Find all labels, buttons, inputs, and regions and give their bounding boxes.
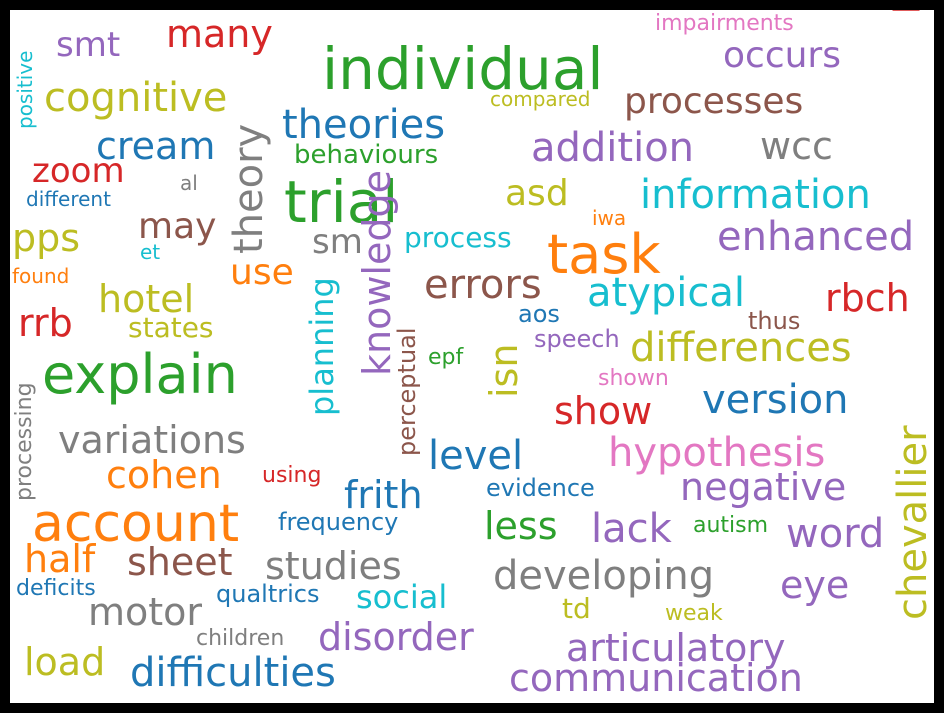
- word-process: process: [404, 221, 512, 254]
- word-individual: individual: [322, 35, 604, 103]
- word-rbch: rbch: [825, 276, 910, 320]
- word-sheet: sheet: [127, 540, 233, 584]
- word-smt: smt: [56, 25, 121, 65]
- word-frith: frith: [344, 473, 423, 517]
- word-chevallier: chevallier: [890, 425, 934, 620]
- word-variations: variations: [58, 418, 246, 462]
- word-autism: autism: [693, 513, 769, 538]
- word-frequency: frequency: [278, 508, 399, 536]
- word-disorder: disorder: [318, 615, 474, 659]
- word-cream: cream: [96, 124, 216, 168]
- word-qualtrics: qualtrics: [216, 580, 320, 608]
- word-half: half: [24, 537, 96, 581]
- word-many: many: [166, 12, 273, 56]
- word-evidence: evidence: [486, 474, 595, 502]
- word-atypical: atypical: [587, 270, 745, 316]
- word-compared: compared: [490, 87, 591, 111]
- word-states: states: [128, 311, 214, 344]
- word-shown: shown: [598, 366, 669, 391]
- word-cognitive: cognitive: [44, 75, 228, 121]
- word-lack: lack: [591, 506, 672, 552]
- word-trial: trial: [284, 168, 399, 236]
- word-motor: motor: [88, 590, 203, 634]
- word-information: information: [640, 172, 871, 218]
- word-rrb: rrb: [18, 301, 73, 345]
- word-social: social: [356, 578, 448, 616]
- word-occurs: occurs: [723, 35, 841, 76]
- word-cohen: cohen: [106, 453, 222, 497]
- word-found: found: [12, 264, 70, 288]
- word-deficits: deficits: [16, 576, 96, 601]
- word-errors: errors: [424, 262, 542, 308]
- word-speech: speech: [534, 325, 620, 353]
- word-zoom: zoom: [32, 151, 125, 191]
- word-epf: epf: [428, 345, 464, 370]
- word-weak: weak: [665, 601, 723, 626]
- word-enhanced: enhanced: [717, 214, 915, 260]
- word-theories: theories: [282, 102, 446, 148]
- word-impairments: impairments: [655, 11, 794, 36]
- word-use: use: [230, 252, 294, 293]
- word-studies: studies: [265, 544, 402, 588]
- word-behaviours: behaviours: [294, 140, 439, 170]
- word-explain: explain: [42, 343, 238, 406]
- word-difficulties: difficulties: [130, 650, 336, 696]
- word-version: version: [702, 377, 849, 423]
- word-account: account: [32, 494, 240, 554]
- word-less: less: [484, 504, 558, 548]
- word-eye: eye: [780, 563, 850, 607]
- word-processes: processes: [624, 81, 804, 122]
- word-positive: positive: [13, 50, 37, 129]
- word-load: load: [24, 640, 106, 684]
- word-word: word: [786, 511, 885, 557]
- word-negative: negative: [680, 465, 847, 509]
- word-developing: developing: [493, 553, 715, 599]
- word-hotel: hotel: [98, 277, 195, 321]
- word-articulatory: articulatory: [566, 626, 786, 670]
- word-level: level: [428, 433, 524, 479]
- word-different: different: [26, 187, 111, 211]
- word-show: show: [554, 389, 653, 433]
- word-task: task: [547, 223, 661, 286]
- word-al: al: [180, 171, 198, 195]
- word-isn: isn: [482, 343, 526, 398]
- word-et: et: [140, 240, 161, 264]
- word-may: may: [138, 206, 217, 247]
- word-cloud: individual trial task explain account cogniti…: [10, 10, 934, 703]
- word-thus: thus: [748, 307, 801, 335]
- word-children: children: [196, 626, 285, 651]
- word-differences: differences: [630, 325, 852, 371]
- word-aos: aos: [518, 300, 560, 328]
- word-sm: sm: [312, 222, 363, 262]
- word-communication: communication: [509, 656, 803, 700]
- word-wcc: wcc: [760, 124, 833, 168]
- word-addition: addition: [531, 125, 695, 171]
- word-pps: pps: [12, 216, 81, 260]
- word-perceptual: perceptual: [393, 327, 421, 456]
- word-knowledge: knowledge: [355, 170, 399, 376]
- word-planning: planning: [303, 277, 341, 416]
- word-please: please: [880, 10, 921, 14]
- word-iwa: iwa: [592, 206, 627, 230]
- word-processing: processing: [12, 382, 37, 501]
- word-theory: theory: [226, 123, 272, 254]
- word-hypothesis: hypothesis: [608, 430, 826, 476]
- word-using: using: [262, 463, 322, 488]
- word-asd: asd: [505, 173, 569, 214]
- word-td: td: [562, 592, 591, 625]
